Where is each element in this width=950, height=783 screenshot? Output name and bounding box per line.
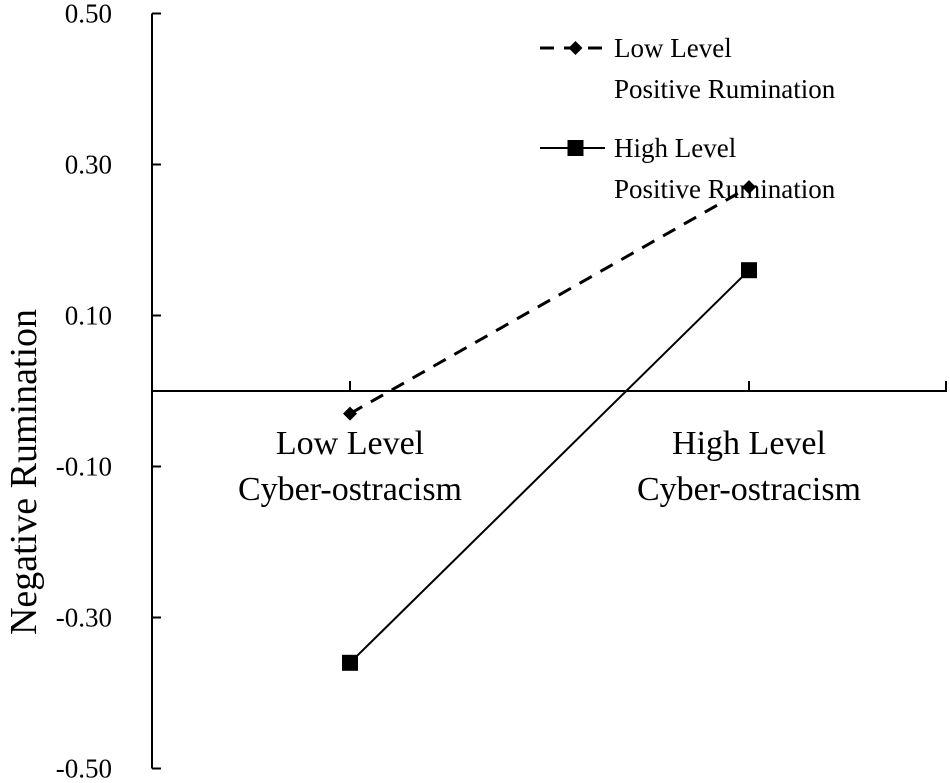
legend-item: High Level Positive Rumination (540, 133, 836, 204)
legend-label: Low Level Positive Rumination (614, 33, 836, 104)
y-tick-label: -0.50 (56, 754, 112, 783)
data-point-square (342, 654, 358, 671)
y-tick-label: 0.50 (65, 0, 112, 29)
y-tick-label: -0.10 (56, 452, 112, 482)
x-axis-category-labels: Low Level Cyber-ostracism High Level Cyber-… (238, 381, 861, 508)
y-axis-ticks: 0.50 0.30 0.10 -0.10 -0.30 -0.50 (56, 0, 161, 783)
data-point-diamond (742, 180, 756, 195)
data-point-diamond (343, 406, 357, 421)
series-line (349, 269, 750, 664)
series-low-positive-rumination (343, 180, 756, 421)
x-category-label: Low Level Cyber-ostracism (238, 425, 462, 508)
y-axis-label: Negative Rumination (3, 309, 45, 635)
axes (151, 13, 947, 769)
series-high-positive-rumination (342, 262, 757, 671)
series-line (349, 185, 750, 415)
legend: Low Level Positive Rumination High Level Po… (540, 33, 836, 204)
series-layer (342, 180, 757, 671)
y-tick-label: 0.30 (65, 150, 112, 180)
x-category-label: High Level Cyber-ostracism (637, 425, 861, 508)
legend-marker-diamond (568, 41, 583, 55)
legend-marker-square (567, 140, 584, 156)
data-point-square (741, 262, 757, 279)
y-tick-label: 0.10 (65, 301, 112, 331)
legend-item: Low Level Positive Rumination (540, 33, 836, 104)
legend-label: High Level Positive Rumination (614, 133, 836, 204)
y-tick-label: -0.30 (56, 603, 112, 633)
